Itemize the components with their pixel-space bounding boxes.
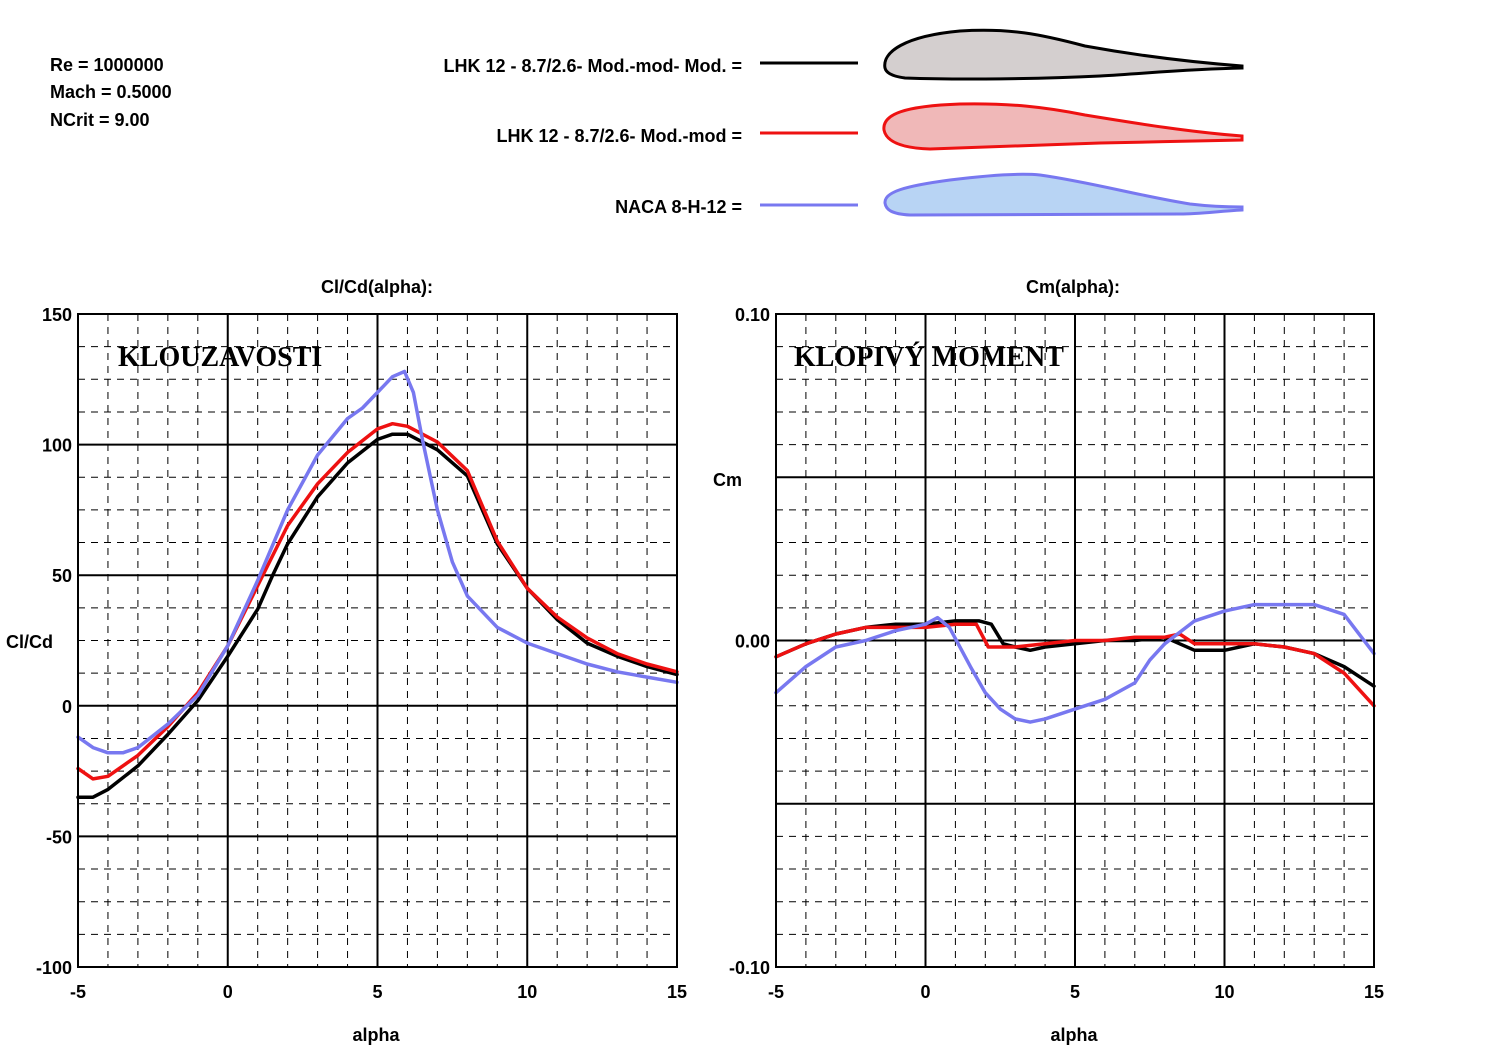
chart-annotation: KLOPIVÝ MOMENT xyxy=(794,342,1064,373)
y-tick-label: 50 xyxy=(52,566,72,586)
y-tick-label: 0.00 xyxy=(735,632,770,652)
x-tick-label: 5 xyxy=(372,982,382,1002)
legend-label-1: LHK 12 - 8.7/2.6- Mod.-mod- Mod. = xyxy=(443,56,742,76)
x-tick-label: 10 xyxy=(517,982,537,1002)
y-axis-label: Cl/Cd xyxy=(6,632,53,652)
y-tick-label: -50 xyxy=(46,827,72,847)
airfoil-shape-3 xyxy=(883,172,1244,217)
x-tick-label: 0 xyxy=(920,982,930,1002)
series-line-3 xyxy=(774,602,1376,724)
series-group xyxy=(76,369,679,799)
y-tick-label: 150 xyxy=(42,305,72,325)
x-tick-label: 5 xyxy=(1070,982,1080,1002)
x-tick-label: 15 xyxy=(1364,982,1384,1002)
airfoil-shape-1 xyxy=(883,28,1244,81)
chart-cm-alpha: Cm(alpha): -5 0 5 10 15 0.10 0.00 -0.10 KLOPIVÝ… xyxy=(713,277,1384,1045)
legend: LHK 12 - 8.7/2.6- Mod.-mod- Mod. = LHK 1… xyxy=(443,28,1244,217)
x-tick-label: 0 xyxy=(223,982,233,1002)
y-tick-label: 0 xyxy=(62,697,72,717)
x-tick-label: 10 xyxy=(1214,982,1234,1002)
airfoil-shape-2 xyxy=(882,102,1244,151)
chart-annotation: KLOUZAVOSTI xyxy=(118,342,322,373)
grid xyxy=(78,314,677,967)
series-line-2 xyxy=(774,622,1376,708)
conditions-block: Re = 1000000 Mach = 0.5000 NCrit = 9.00 xyxy=(50,55,172,130)
chart-title: Cl/Cd(alpha): xyxy=(321,277,433,297)
legend-label-2: LHK 12 - 8.7/2.6- Mod.-mod = xyxy=(496,126,742,146)
chart-title: Cm(alpha): xyxy=(1026,277,1120,297)
x-tick-label: -5 xyxy=(70,982,86,1002)
plot-frame xyxy=(77,313,678,968)
plot-frame xyxy=(775,313,1375,968)
series-line-1 xyxy=(76,432,679,799)
series-group xyxy=(774,602,1376,724)
legend-label-3: NACA 8-H-12 = xyxy=(615,197,742,217)
series-line-2 xyxy=(76,421,679,781)
x-tick-label: -5 xyxy=(768,982,784,1002)
y-tick-label: 0.10 xyxy=(735,305,770,325)
y-tick-label: 100 xyxy=(42,436,72,456)
condition-reynolds: Re = 1000000 xyxy=(50,55,164,75)
x-tick-label: 15 xyxy=(667,982,687,1002)
tick-labels: -5 0 5 10 15 0.10 0.00 -0.10 xyxy=(729,305,1384,1002)
y-tick-label: -100 xyxy=(36,958,72,978)
condition-ncrit: NCrit = 9.00 xyxy=(50,110,150,130)
y-axis-label: Cm xyxy=(713,470,742,490)
condition-mach: Mach = 0.5000 xyxy=(50,82,172,102)
series-line-3 xyxy=(76,369,679,755)
y-tick-label: -0.10 xyxy=(729,958,770,978)
x-axis-label: alpha xyxy=(1050,1025,1098,1045)
x-axis-label: alpha xyxy=(352,1025,400,1045)
